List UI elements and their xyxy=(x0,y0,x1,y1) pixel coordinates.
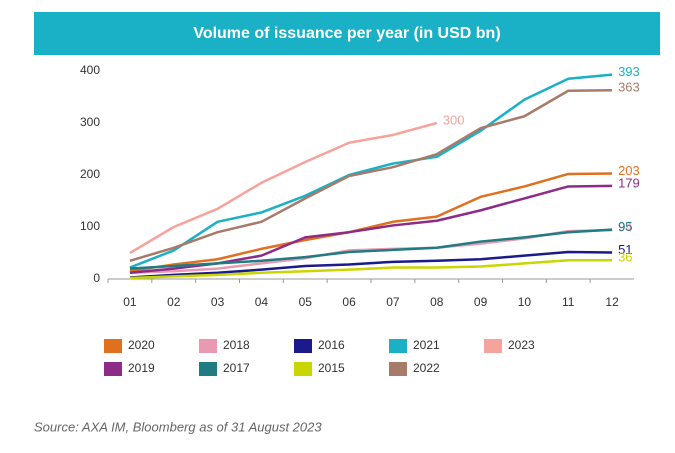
end-label: 363 xyxy=(618,80,640,95)
series-line xyxy=(129,172,613,273)
end-label: 393 xyxy=(618,64,640,79)
end-label: 203 xyxy=(618,163,640,178)
legend-label: 2019 xyxy=(128,361,155,375)
series-line xyxy=(129,73,613,269)
x-tick-label: 09 xyxy=(474,295,488,309)
series-line xyxy=(129,250,613,279)
series-line xyxy=(129,228,613,270)
end-label: 51 xyxy=(618,242,632,257)
x-tick-label: 07 xyxy=(386,295,400,309)
end-label: 95 xyxy=(618,219,632,234)
x-tick-label: 10 xyxy=(518,295,532,309)
legend-swatch xyxy=(484,339,502,353)
legend-swatch xyxy=(104,339,122,353)
legend-swatch xyxy=(104,362,122,376)
title-banner xyxy=(34,12,660,55)
series-line xyxy=(129,259,613,280)
y-tick-label: 200 xyxy=(80,167,100,181)
legend-swatch xyxy=(199,362,217,376)
chart-title: Volume of issuance per year (in USD bn) xyxy=(193,25,500,42)
y-tick-label: 400 xyxy=(80,63,100,77)
legend-label: 2015 xyxy=(318,361,345,375)
series-line xyxy=(129,121,438,255)
y-tick-label: 0 xyxy=(93,271,100,285)
legend-label: 2017 xyxy=(223,361,250,375)
x-tick-label: 05 xyxy=(299,295,313,309)
x-tick-label: 06 xyxy=(342,295,356,309)
legend-swatch xyxy=(199,339,217,353)
series-line xyxy=(129,88,613,262)
legend-label: 2016 xyxy=(318,338,345,352)
legend-label: 2021 xyxy=(413,338,440,352)
legend-label: 2018 xyxy=(223,338,250,352)
y-tick-label: 100 xyxy=(80,219,100,233)
x-tick-label: 02 xyxy=(167,295,181,309)
legend-swatch xyxy=(389,362,407,376)
legend-label: 2020 xyxy=(128,338,155,352)
y-tick-label: 300 xyxy=(80,115,100,129)
end-label: 300 xyxy=(443,112,465,127)
source-note: Source: AXA IM, Bloomberg as of 31 Augus… xyxy=(34,419,322,434)
x-tick-label: 11 xyxy=(562,295,575,309)
x-tick-label: 01 xyxy=(123,295,137,309)
series-line xyxy=(129,184,613,275)
end-label: 36 xyxy=(618,250,632,265)
end-label: 94 xyxy=(618,220,632,235)
end-label: 179 xyxy=(618,175,640,190)
legend-label: 2022 xyxy=(413,361,440,375)
legend-label: 2023 xyxy=(508,338,535,352)
x-tick-label: 08 xyxy=(430,295,444,309)
x-tick-label: 12 xyxy=(605,295,619,309)
legend-swatch xyxy=(389,339,407,353)
legend-swatch xyxy=(294,362,312,376)
x-tick-label: 03 xyxy=(211,295,225,309)
x-tick-label: 04 xyxy=(255,295,269,309)
legend-swatch xyxy=(294,339,312,353)
